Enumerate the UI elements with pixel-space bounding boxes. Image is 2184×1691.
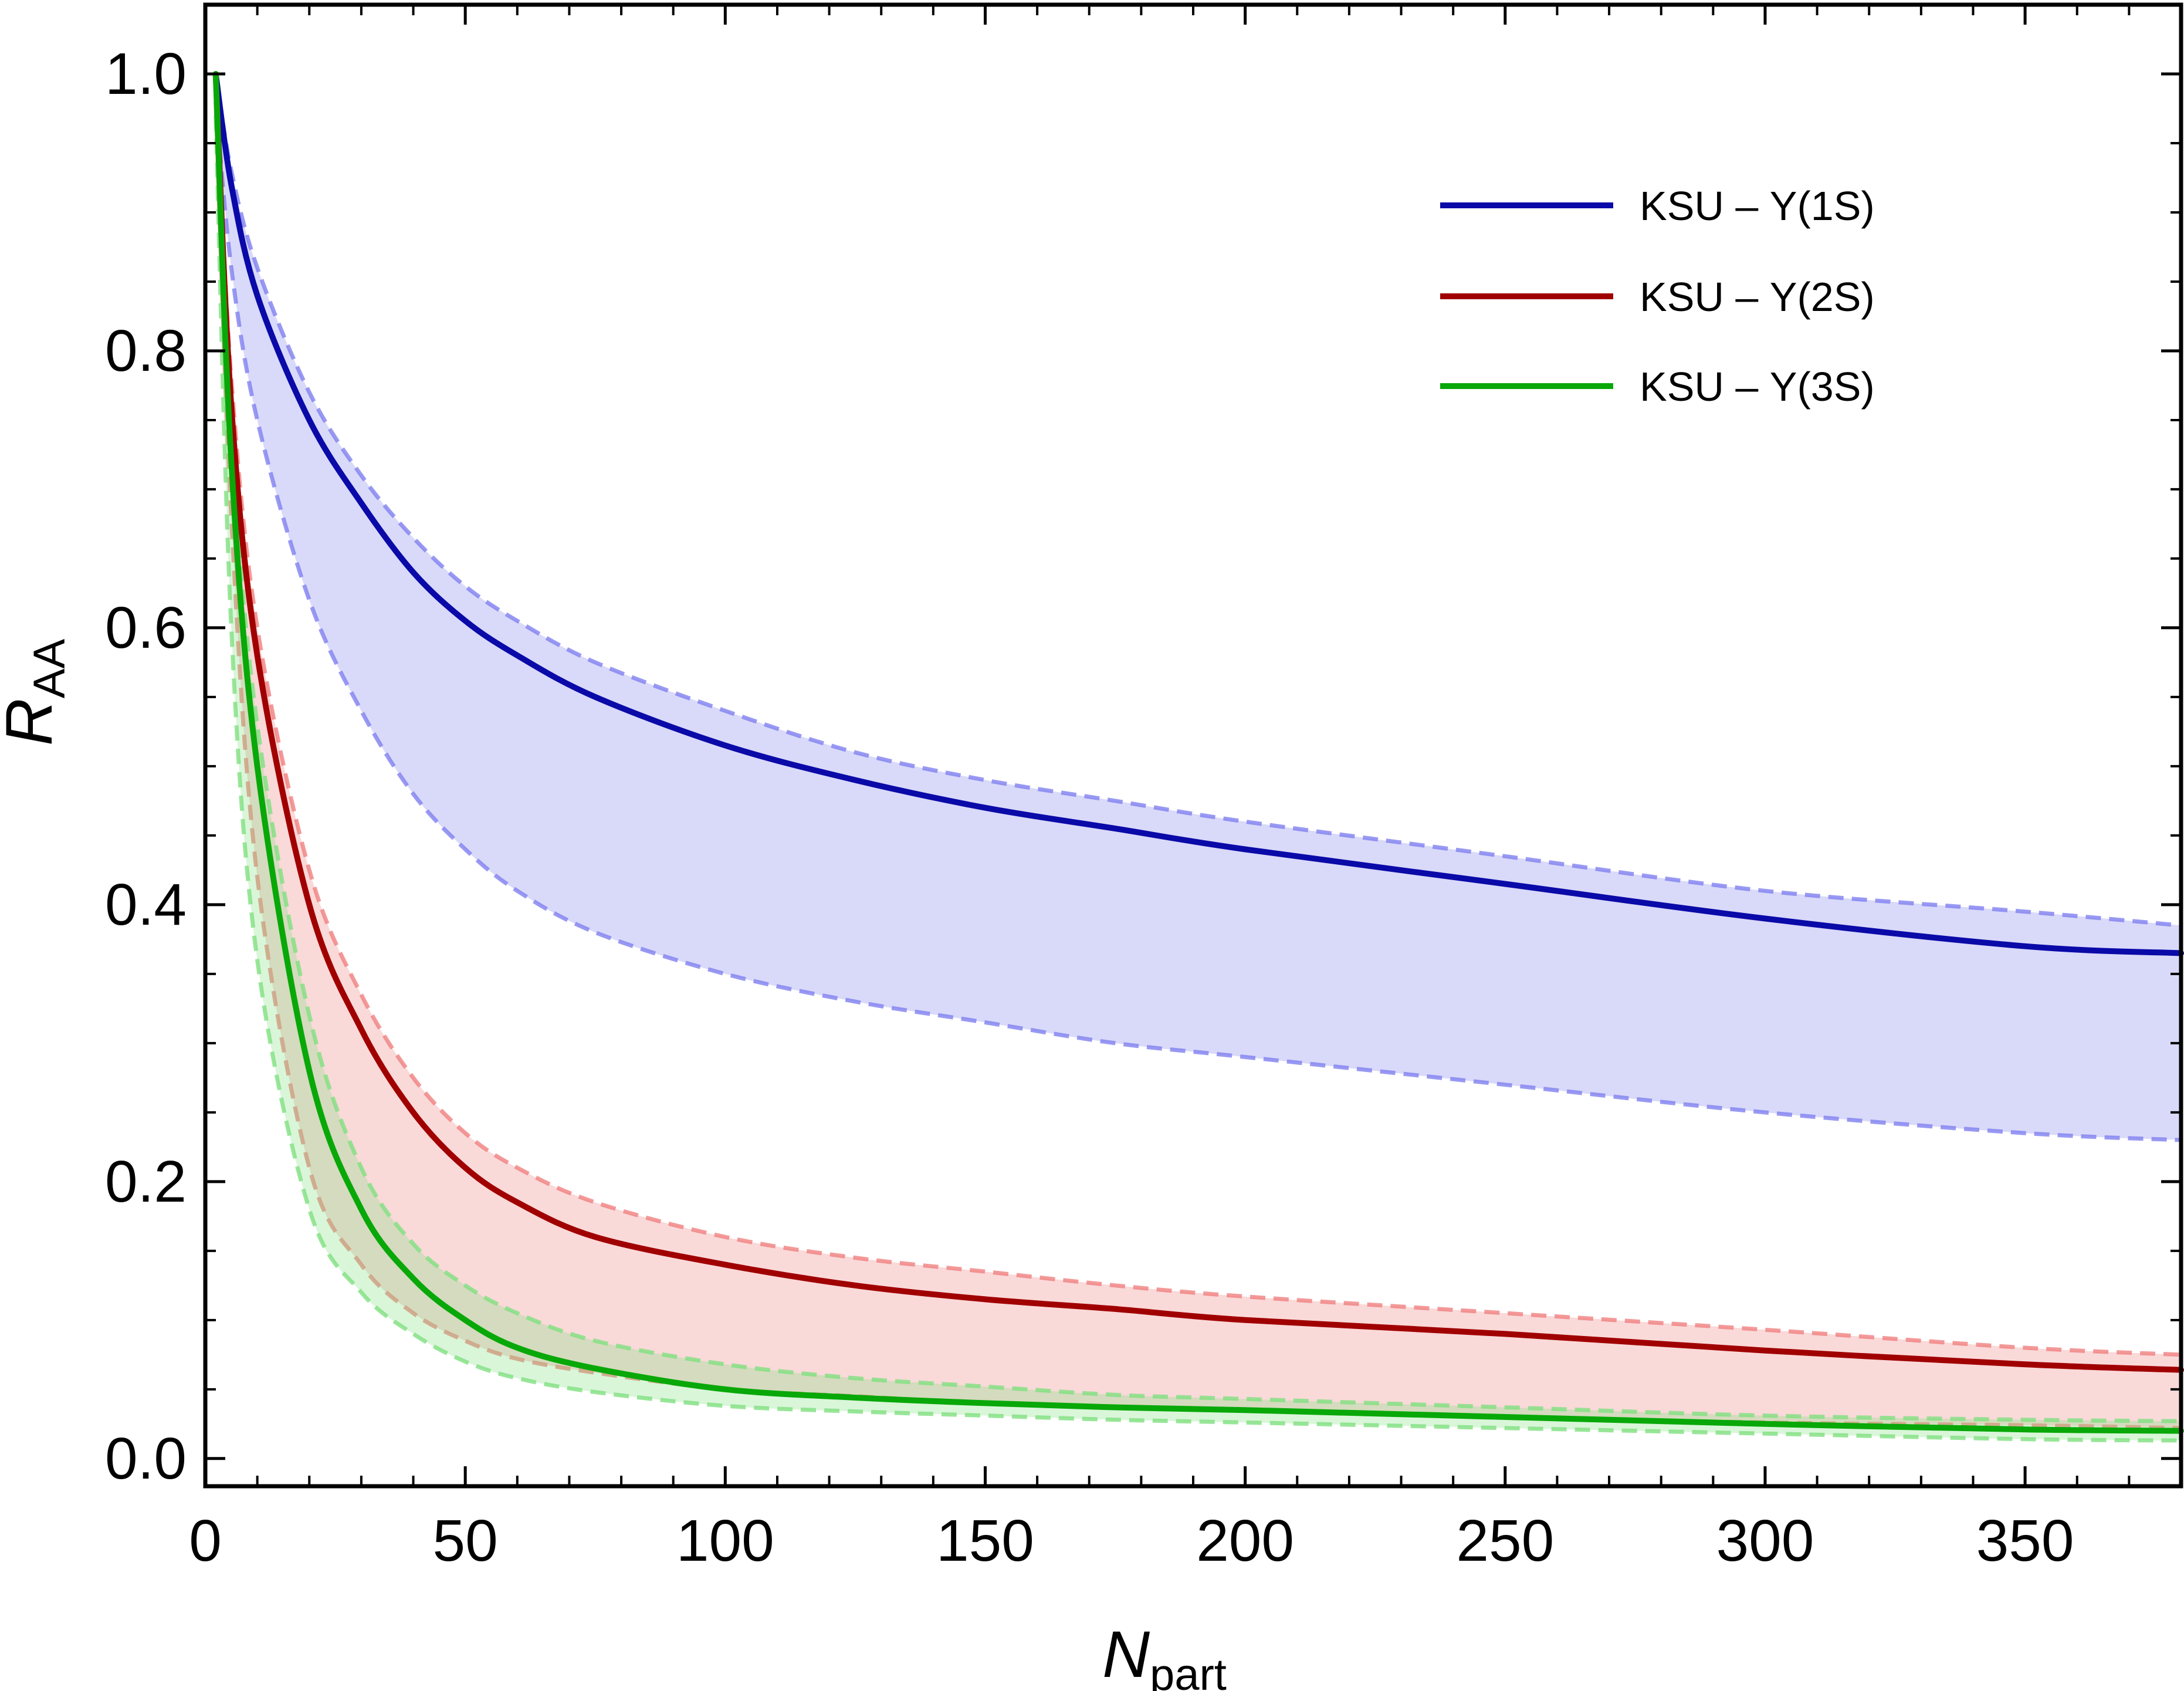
- legend-label-ups2s: KSU – Υ(2S): [1640, 274, 1875, 320]
- x-tick-label: 350: [1976, 1508, 2074, 1574]
- ups3s-band-upper-edge: [214, 73, 2182, 1423]
- x-tick-label: 200: [1196, 1508, 1294, 1574]
- y-tick-label: 0.2: [105, 1149, 187, 1215]
- axis-ticks: 0 50 100 150 200 250 300 350 0.0 0.2 0.4 0.6 0.8 1.0: [105, 5, 2181, 1574]
- series-lines: [212, 71, 2184, 1434]
- ups3s-band-lower-edge: [214, 115, 2182, 1443]
- y-tick-label: 0.8: [105, 318, 187, 384]
- y-tick-label: 0.4: [105, 872, 187, 938]
- x-axis-title-main: N: [1102, 1618, 1150, 1691]
- x-tick-label: 50: [433, 1508, 498, 1574]
- x-tick-label: 100: [676, 1508, 774, 1574]
- y-axis-title: RAA: [0, 639, 75, 746]
- ups3s-line: [212, 71, 2184, 1434]
- legend-label-ups3s: KSU – Υ(3S): [1640, 364, 1875, 410]
- uncertainty-bands: [214, 73, 2182, 1443]
- ups1s-band-upper-edge: [214, 73, 2182, 928]
- y-axis-title-sub: AA: [25, 639, 75, 699]
- x-tick-label: 150: [936, 1508, 1034, 1574]
- y-tick-label: 1.0: [105, 41, 187, 107]
- ups1s-band-lower-edge: [214, 101, 2182, 1142]
- x-axis-title: Npart: [1102, 1618, 1227, 1691]
- ups2s-band-upper-edge: [214, 73, 2182, 1357]
- x-tick-label: 250: [1456, 1508, 1554, 1574]
- y-axis-title-main: R: [0, 698, 66, 746]
- x-tick-label: 300: [1716, 1508, 1814, 1574]
- ups1s-line: [212, 71, 2184, 956]
- ups1s-band: [215, 74, 2182, 1140]
- x-axis-title-sub: part: [1150, 1650, 1227, 1691]
- legend-label-ups1s: KSU – Υ(1S): [1640, 183, 1875, 229]
- y-tick-label: 0.6: [105, 595, 187, 661]
- x-tick-label: 0: [189, 1508, 222, 1574]
- y-tick-label: 0.0: [105, 1426, 187, 1492]
- ups2s-line: [212, 71, 2184, 1373]
- ups2s-band: [215, 74, 2182, 1428]
- ups3s-band: [215, 74, 2182, 1441]
- legend: KSU – Υ(1S) KSU – Υ(2S) KSU – Υ(3S): [1440, 183, 1875, 410]
